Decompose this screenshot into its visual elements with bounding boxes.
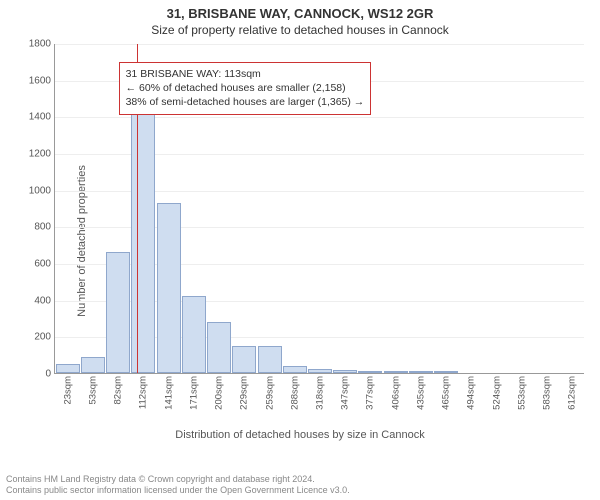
- y-tick-label: 0: [45, 369, 51, 380]
- x-tick-label: 112sqm: [138, 376, 149, 409]
- footer-line-1: Contains HM Land Registry data © Crown c…: [6, 474, 350, 485]
- callout-line: ← 60% of detached houses are smaller (2,…: [126, 81, 365, 95]
- histogram-bar: [283, 366, 307, 373]
- x-tick-label: 200sqm: [214, 376, 225, 410]
- y-tick-label: 200: [34, 332, 51, 343]
- y-tick-label: 1600: [29, 75, 51, 86]
- histogram-bar: [409, 371, 433, 373]
- x-tick-label: 494sqm: [466, 376, 477, 410]
- x-tick-label: 318sqm: [315, 376, 326, 410]
- x-tick-label: 23sqm: [62, 376, 73, 405]
- histogram-bar: [106, 252, 130, 373]
- histogram-bar: [157, 203, 181, 374]
- chart-container: Number of detached properties 0200400600…: [0, 38, 600, 443]
- x-tick-label: 141sqm: [163, 376, 174, 410]
- histogram-bar: [434, 371, 458, 373]
- x-tick-label: 583sqm: [542, 376, 553, 410]
- page-title: 31, BRISBANE WAY, CANNOCK, WS12 2GR: [0, 0, 600, 21]
- histogram-bar: [81, 357, 105, 374]
- y-tick-label: 1800: [29, 39, 51, 50]
- histogram-bar: [182, 296, 206, 373]
- y-tick-label: 800: [34, 222, 51, 233]
- histogram-bar: [308, 369, 332, 373]
- y-tick-label: 1200: [29, 149, 51, 160]
- histogram-bar: [333, 370, 357, 373]
- histogram-bar: [258, 346, 282, 374]
- y-tick-label: 1400: [29, 112, 51, 123]
- y-tick-label: 400: [34, 295, 51, 306]
- x-tick-label: 524sqm: [491, 376, 502, 410]
- histogram-bar: [131, 102, 155, 373]
- x-tick-label: 553sqm: [516, 376, 527, 410]
- x-axis-label: Distribution of detached houses by size …: [0, 429, 600, 441]
- x-tick-label: 288sqm: [289, 376, 300, 410]
- x-tick-label: 171sqm: [188, 376, 199, 410]
- histogram-bar: [56, 364, 80, 373]
- footer-line-2: Contains public sector information licen…: [6, 485, 350, 496]
- x-tick-label: 347sqm: [340, 376, 351, 410]
- plot-area: 02004006008001000120014001600180023sqm53…: [54, 44, 584, 374]
- grid-line: [55, 44, 584, 45]
- x-tick-label: 377sqm: [365, 376, 376, 410]
- histogram-bar: [207, 322, 231, 373]
- x-tick-label: 229sqm: [239, 376, 250, 410]
- histogram-bar: [358, 371, 382, 373]
- page-subtitle: Size of property relative to detached ho…: [0, 21, 600, 37]
- callout-box: 31 BRISBANE WAY: 113sqm← 60% of detached…: [119, 62, 372, 115]
- x-tick-label: 406sqm: [390, 376, 401, 410]
- x-tick-label: 82sqm: [113, 376, 124, 405]
- y-tick-label: 600: [34, 259, 51, 270]
- x-tick-label: 465sqm: [441, 376, 452, 410]
- footer-attribution: Contains HM Land Registry data © Crown c…: [6, 474, 350, 497]
- x-tick-label: 53sqm: [87, 376, 98, 405]
- callout-line: 31 BRISBANE WAY: 113sqm: [126, 67, 365, 81]
- x-tick-label: 435sqm: [415, 376, 426, 410]
- x-tick-label: 612sqm: [567, 376, 578, 410]
- histogram-bar: [384, 371, 408, 373]
- histogram-bar: [232, 346, 256, 374]
- x-tick-label: 259sqm: [264, 376, 275, 410]
- y-tick-label: 1000: [29, 185, 51, 196]
- callout-line: 38% of semi-detached houses are larger (…: [126, 95, 365, 109]
